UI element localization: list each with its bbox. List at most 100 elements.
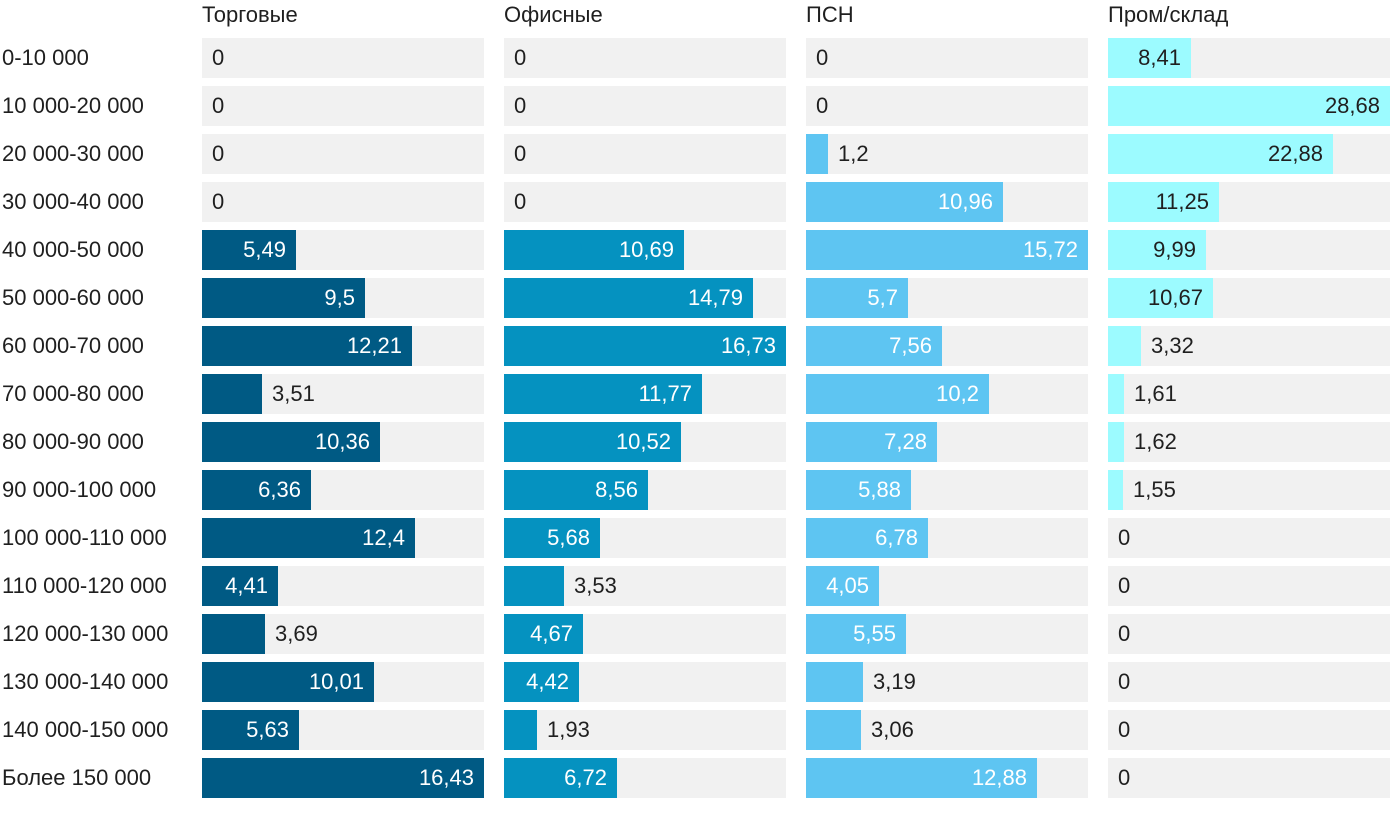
value-label: 12,4 bbox=[362, 525, 405, 550]
bar bbox=[202, 422, 380, 462]
bar-track: 0 bbox=[202, 86, 484, 126]
category-label: 80 000-90 000 bbox=[2, 429, 144, 454]
bar bbox=[806, 278, 908, 318]
value-label: 6,72 bbox=[564, 765, 607, 790]
bar bbox=[1108, 38, 1191, 78]
value-label: 5,7 bbox=[867, 285, 898, 310]
bar bbox=[806, 566, 879, 606]
bar-track: 0 bbox=[202, 134, 484, 174]
value-label: 28,68 bbox=[1324, 93, 1380, 118]
bar-track: 0 bbox=[1108, 614, 1390, 654]
value-label: 8,41 bbox=[1138, 45, 1181, 70]
bar-track: 0 bbox=[504, 182, 786, 222]
value-label: 14,79 bbox=[687, 285, 743, 310]
value-label: 12,88 bbox=[971, 765, 1027, 790]
category-label: 100 000-110 000 bbox=[2, 525, 167, 550]
bar-track: 1,2 bbox=[806, 134, 1088, 174]
bar bbox=[202, 758, 484, 798]
category-label: 90 000-100 000 bbox=[2, 477, 157, 502]
value-label: 15,72 bbox=[1022, 237, 1078, 262]
value-label: 0 bbox=[816, 45, 829, 70]
value-label: 11,25 bbox=[1155, 189, 1209, 214]
bar-track: 10,67 bbox=[1108, 278, 1390, 318]
value-label: 5,63 bbox=[246, 717, 289, 742]
bar-track: 9,5 bbox=[202, 278, 484, 318]
bar-track: 7,56 bbox=[806, 326, 1088, 366]
category-label: 30 000-40 000 bbox=[2, 189, 144, 214]
bar bbox=[806, 374, 989, 414]
value-label: 7,56 bbox=[889, 333, 932, 358]
value-label: 0 bbox=[1118, 669, 1131, 694]
bar-track: 3,06 bbox=[806, 710, 1088, 750]
bar-track: 12,21 bbox=[202, 326, 484, 366]
value-label: 10,2 bbox=[936, 381, 979, 406]
value-label: 1,2 bbox=[838, 141, 869, 166]
bar bbox=[202, 470, 311, 510]
value-label: 5,49 bbox=[243, 237, 286, 262]
column-title: Торговые bbox=[202, 2, 298, 27]
bar bbox=[504, 614, 583, 654]
bar bbox=[1108, 86, 1390, 126]
value-label: 22,88 bbox=[1267, 141, 1323, 166]
bar-track: 10,52 bbox=[504, 422, 786, 462]
value-label: 10,01 bbox=[308, 669, 364, 694]
category-label: Более 150 000 bbox=[2, 765, 152, 790]
value-label: 8,56 bbox=[595, 477, 638, 502]
value-label: 1,62 bbox=[1134, 429, 1177, 454]
bar-track: 10,36 bbox=[202, 422, 484, 462]
value-label: 0 bbox=[212, 189, 225, 214]
value-label: 6,78 bbox=[875, 525, 918, 550]
bar bbox=[202, 230, 296, 270]
value-label: 5,55 bbox=[853, 621, 896, 646]
bar-track: 11,77 bbox=[504, 374, 786, 414]
bar-track: 5,55 bbox=[806, 614, 1088, 654]
bar bbox=[806, 422, 937, 462]
bar-track: 28,68 bbox=[1108, 86, 1390, 126]
bar bbox=[1108, 374, 1124, 414]
value-label: 3,32 bbox=[1151, 333, 1194, 358]
value-label: 10,96 bbox=[937, 189, 993, 214]
bar-track: 16,43 bbox=[202, 758, 484, 798]
value-label: 0 bbox=[514, 189, 527, 214]
value-label: 4,67 bbox=[530, 621, 573, 646]
category-label: 140 000-150 000 bbox=[2, 717, 169, 742]
bar-track: 10,69 bbox=[504, 230, 786, 270]
bar-track: 0 bbox=[202, 38, 484, 78]
bar-track: 5,68 bbox=[504, 518, 786, 558]
value-label: 4,41 bbox=[225, 573, 268, 598]
bar bbox=[504, 710, 537, 750]
category-label: 60 000-70 000 bbox=[2, 333, 144, 358]
bar-track: 5,88 bbox=[806, 470, 1088, 510]
bar-track: 1,62 bbox=[1108, 422, 1390, 462]
value-label: 11,77 bbox=[638, 381, 692, 406]
value-label: 16,73 bbox=[720, 333, 776, 358]
bar-track: 1,55 bbox=[1108, 470, 1390, 510]
value-label: 6,36 bbox=[258, 477, 301, 502]
category-label: 40 000-50 000 bbox=[2, 237, 144, 262]
bar-track: 10,96 bbox=[806, 182, 1088, 222]
bar bbox=[1108, 326, 1141, 366]
bar-track: 5,63 bbox=[202, 710, 484, 750]
bar-track: 10,01 bbox=[202, 662, 484, 702]
bar-track: 3,51 bbox=[202, 374, 484, 414]
bar-track: 3,53 bbox=[504, 566, 786, 606]
value-label: 16,43 bbox=[418, 765, 474, 790]
bar bbox=[202, 710, 299, 750]
value-label: 0 bbox=[1118, 717, 1131, 742]
bar bbox=[202, 326, 412, 366]
bar bbox=[806, 614, 906, 654]
bar-track: 8,41 bbox=[1108, 38, 1390, 78]
category-label: 20 000-30 000 bbox=[2, 141, 144, 166]
value-label: 3,69 bbox=[275, 621, 318, 646]
bar-track: 7,28 bbox=[806, 422, 1088, 462]
bar bbox=[504, 422, 681, 462]
value-label: 0 bbox=[1118, 765, 1131, 790]
bar-track: 12,4 bbox=[202, 518, 484, 558]
value-label: 0 bbox=[212, 141, 225, 166]
bar-track: 4,42 bbox=[504, 662, 786, 702]
bar-track: 12,88 bbox=[806, 758, 1088, 798]
column-title: Офисные bbox=[504, 2, 603, 27]
value-label: 5,68 bbox=[547, 525, 590, 550]
bar-track: 15,72 bbox=[806, 230, 1088, 270]
category-label: 110 000-120 000 bbox=[2, 573, 167, 598]
